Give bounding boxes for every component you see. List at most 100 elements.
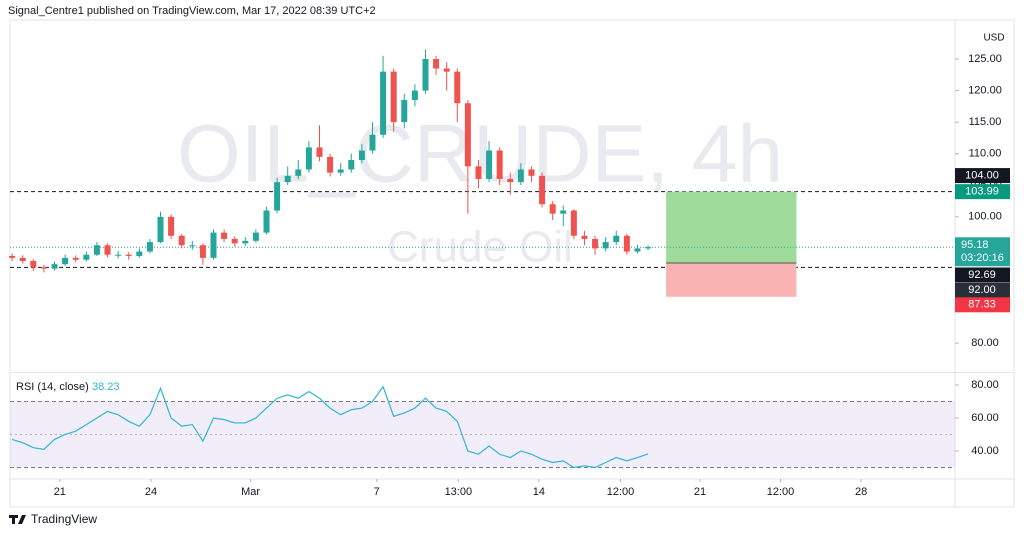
rsi-value: 38.23 xyxy=(92,381,120,393)
candle-body xyxy=(231,238,238,244)
price-label-box xyxy=(955,297,1010,313)
countdown: 03:20:16 xyxy=(961,252,1004,264)
candle-body xyxy=(539,175,546,205)
candle-body xyxy=(443,68,450,72)
candle-body xyxy=(507,178,514,183)
candle-body xyxy=(221,232,228,239)
candle-body xyxy=(634,248,641,252)
price-label: 104.00 xyxy=(965,169,999,181)
candle-body xyxy=(210,232,217,258)
candle-body xyxy=(136,251,143,256)
y-tick-label: 125.00 xyxy=(968,53,1002,65)
candle-body xyxy=(337,169,344,173)
candle-body xyxy=(316,147,323,157)
profit-zone xyxy=(666,191,797,263)
price-label-box xyxy=(955,282,1010,298)
rsi-y-tick-label: 60.00 xyxy=(971,412,999,424)
price-label-box xyxy=(955,184,1010,200)
price-label: 87.33 xyxy=(968,299,996,311)
rsi-line xyxy=(11,385,649,469)
candle-body xyxy=(475,166,482,179)
candle-body xyxy=(486,150,493,179)
candle-body xyxy=(549,204,556,214)
candle-body xyxy=(168,216,175,236)
price-label: 92.00 xyxy=(968,284,996,296)
price-label-box xyxy=(955,168,1010,184)
candle-body xyxy=(433,59,440,69)
candle-body xyxy=(9,255,16,258)
last-price-label: 95.18 xyxy=(961,239,989,251)
footer: TradingView xyxy=(31,512,97,526)
rsi-y-tick-label: 40.00 xyxy=(971,445,999,457)
candle-body xyxy=(401,100,408,123)
candle-body xyxy=(602,242,609,249)
candle-body xyxy=(115,254,122,256)
x-tick-label: 12:00 xyxy=(607,486,635,498)
price-label-box xyxy=(955,267,1010,283)
watermark-description: Crude Oil xyxy=(387,223,573,272)
header: Signal_Centre1 published on TradingView.… xyxy=(8,5,376,17)
candle-body xyxy=(263,210,270,233)
y-tick-label: 115.00 xyxy=(969,116,1002,128)
candle-body xyxy=(189,245,196,247)
candle-body xyxy=(623,235,630,252)
candle-body xyxy=(390,71,397,123)
candle-body xyxy=(422,59,429,91)
price-label: 92.69 xyxy=(968,269,996,281)
candle-body xyxy=(284,175,291,183)
candle-body xyxy=(157,216,164,243)
candle-body xyxy=(517,169,524,183)
frame xyxy=(9,19,1015,508)
rsi-y-tick-label: 80.00 xyxy=(971,379,999,391)
candle-body xyxy=(19,257,26,262)
candle-body xyxy=(348,160,355,170)
candle-body xyxy=(613,235,620,243)
candle-body xyxy=(305,147,312,170)
candle-body xyxy=(560,210,567,214)
candle-body xyxy=(581,235,588,239)
x-tick-label: 21 xyxy=(694,486,706,498)
candle-body xyxy=(62,257,69,265)
candle-body xyxy=(380,71,387,135)
candle-body xyxy=(72,257,79,260)
candle-body xyxy=(464,103,471,167)
x-tick-label: 14 xyxy=(533,486,545,498)
rsi-label: RSI (14, close) xyxy=(16,381,89,393)
x-tick-label: 21 xyxy=(54,486,66,498)
candle-body xyxy=(40,267,47,269)
rsi-band xyxy=(10,401,955,468)
candle-body xyxy=(125,254,132,256)
y-tick-label: 80.00 xyxy=(971,337,999,349)
candle-body xyxy=(242,240,249,244)
price-label: 103.99 xyxy=(965,186,999,198)
candle-body xyxy=(528,169,535,176)
candle-body xyxy=(327,156,334,173)
candle-body xyxy=(93,245,100,255)
candle-body xyxy=(358,150,365,161)
candle-body xyxy=(30,261,37,268)
candle-body xyxy=(645,247,652,249)
candle-body xyxy=(411,90,418,101)
candle-body xyxy=(178,235,185,246)
watermark: OIL_CRUDE, 4h xyxy=(177,109,783,200)
candle-body xyxy=(146,242,153,252)
y-tick-label: 120.00 xyxy=(968,84,1002,96)
candle-body xyxy=(369,134,376,151)
candle-body xyxy=(252,232,259,241)
candle-body xyxy=(496,150,503,179)
candle-body xyxy=(295,169,302,176)
candle-body xyxy=(592,238,599,249)
x-tick-label: Mar xyxy=(241,486,260,498)
y-tick-label: 110.00 xyxy=(969,148,1002,160)
x-tick-label: 12:00 xyxy=(767,486,795,498)
x-tick-label: 13:00 xyxy=(445,486,473,498)
candle-body xyxy=(570,210,577,236)
x-tick-label: 28 xyxy=(855,486,867,498)
candle-body xyxy=(51,264,58,269)
last-price-box xyxy=(955,237,1010,267)
loss-zone xyxy=(666,262,797,297)
candle-body xyxy=(83,254,90,260)
y-tick-label: 100.00 xyxy=(968,211,1002,223)
candle-body xyxy=(454,71,461,104)
